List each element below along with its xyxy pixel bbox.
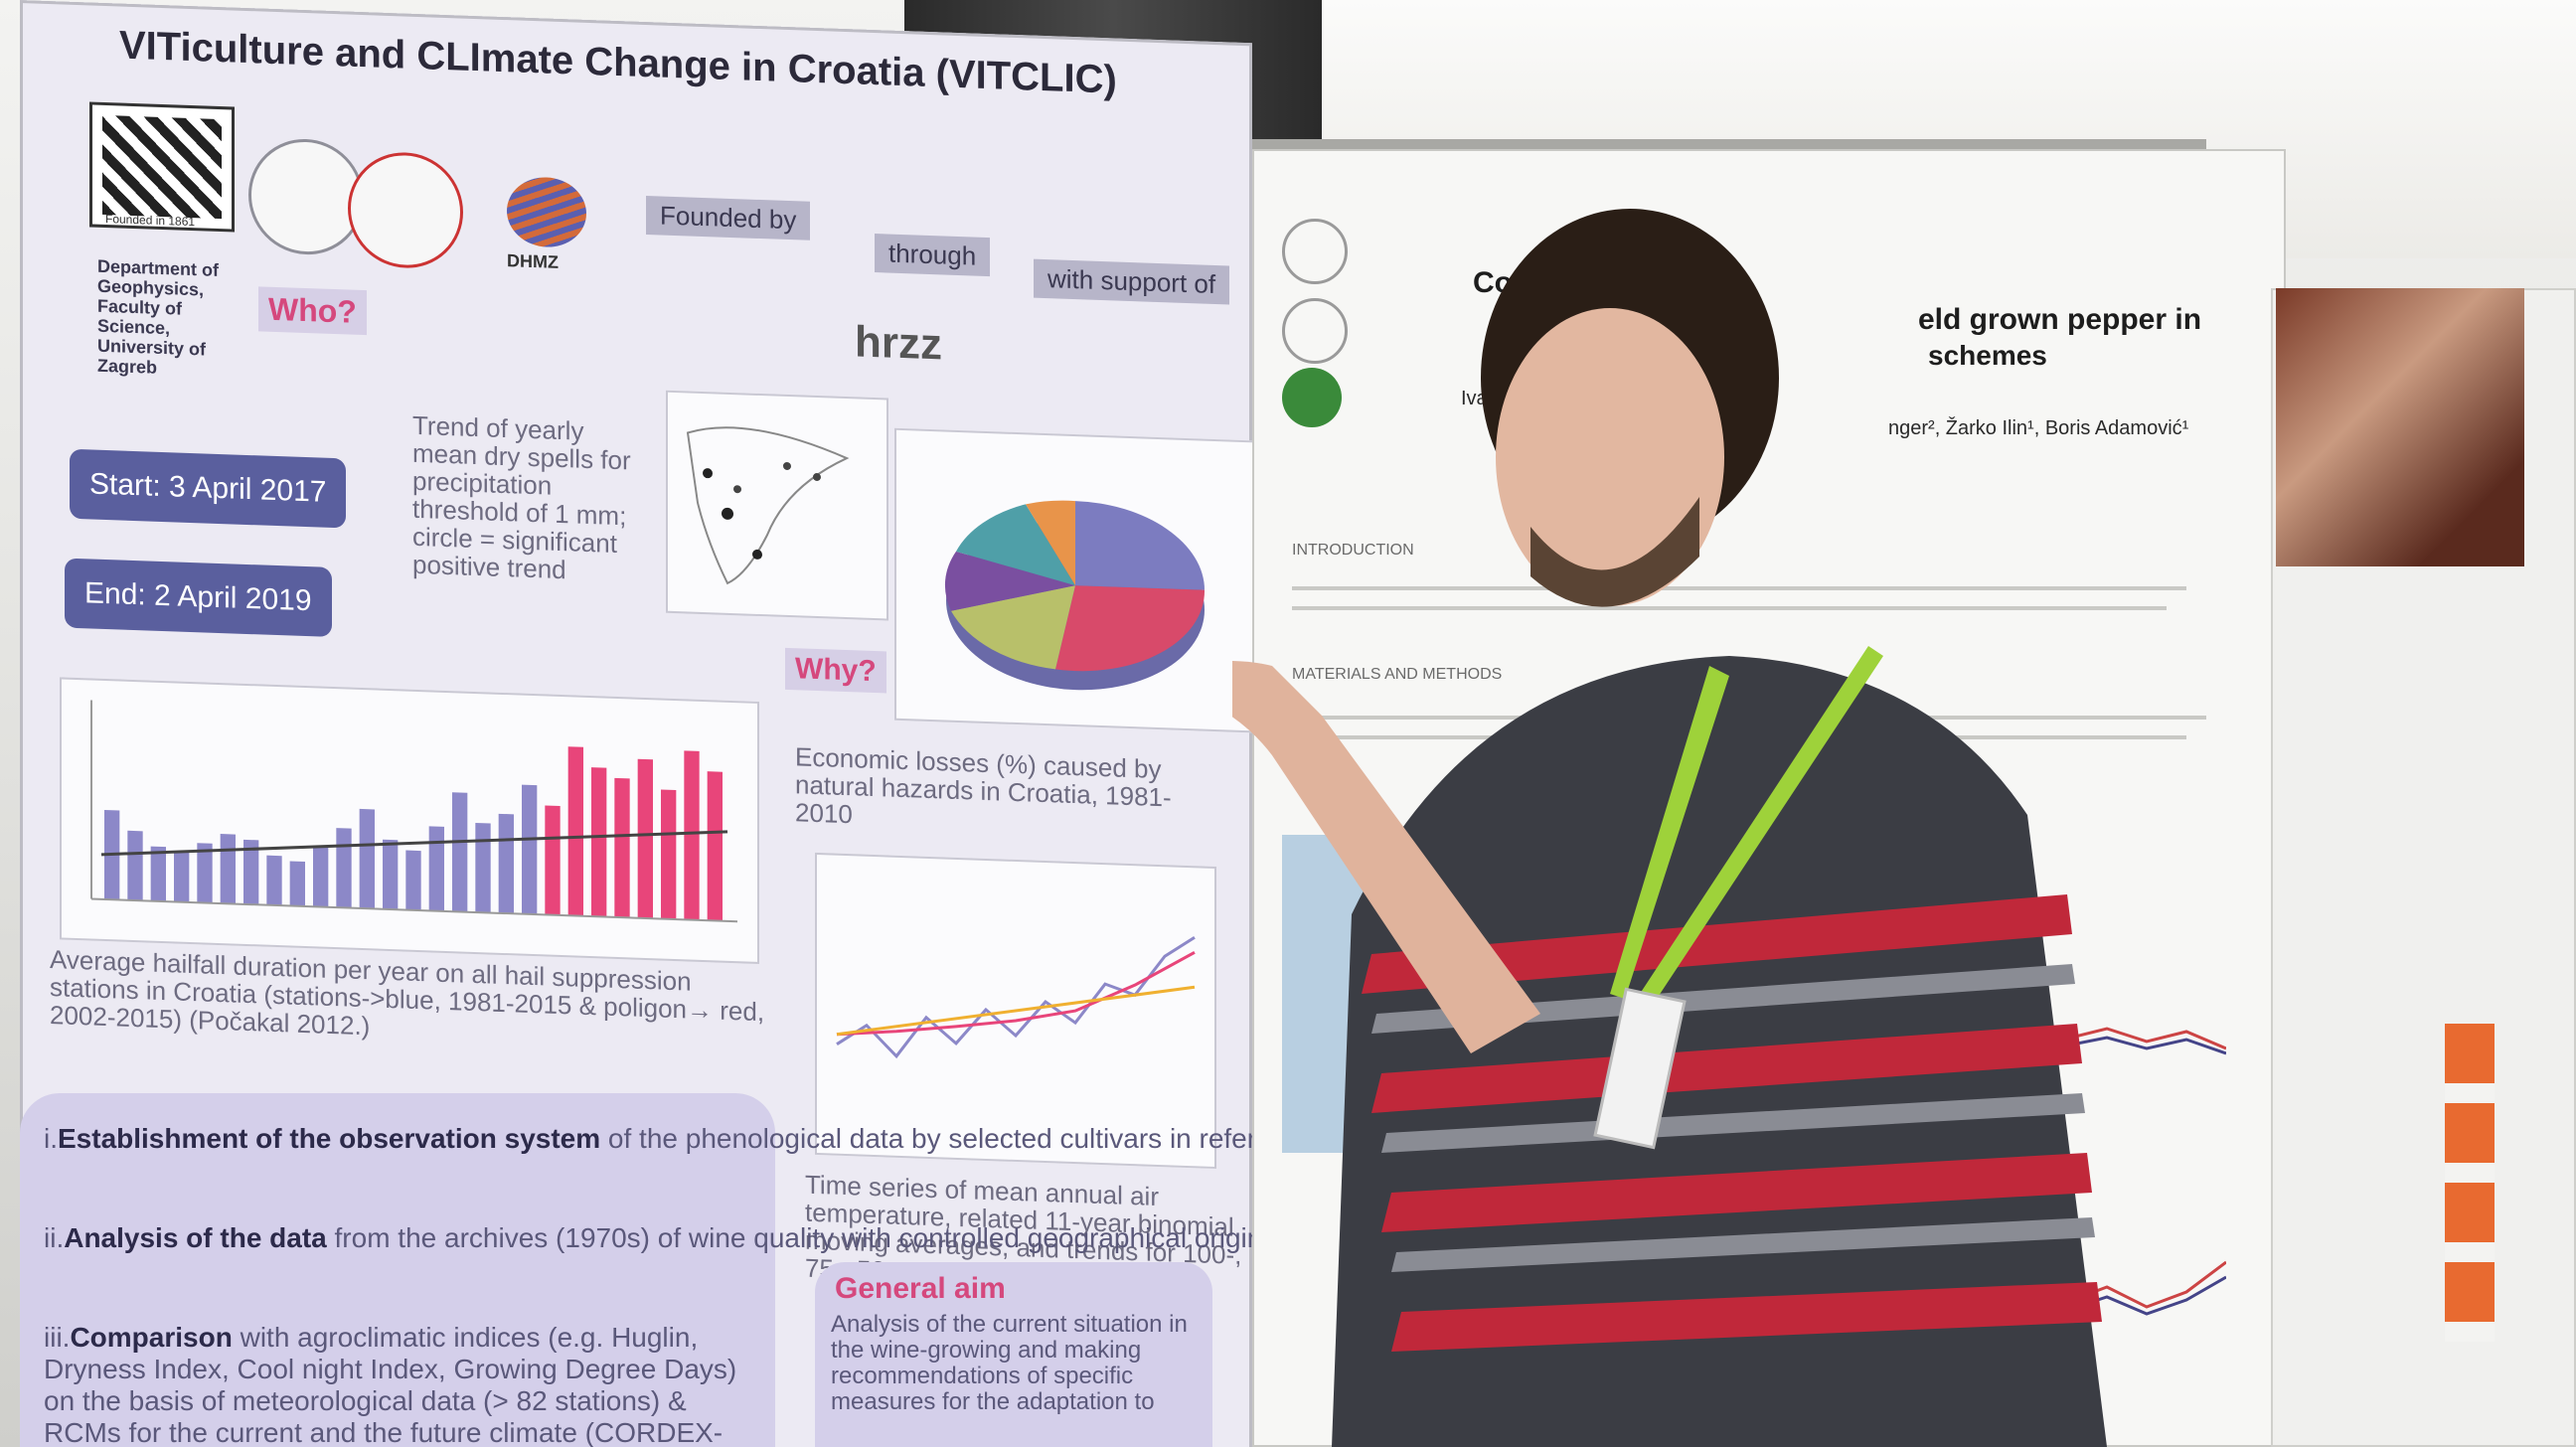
pie-slice-other [1026,500,1075,586]
hail-bar [428,826,444,911]
hail-bar [452,792,468,912]
map-drawing [686,426,850,585]
temperature-chart [836,935,1196,1059]
hail-bar [545,805,561,915]
right-poster-logo [1282,298,1348,364]
right-poster-section-methods: MATERIALS AND METHODS [1292,666,1503,683]
hail-bar [383,839,399,910]
hail-bar [174,852,190,902]
far-right-poster-orange-blocks [2445,1024,2495,1342]
hail-bar [197,843,213,903]
right-poster-logo [1282,368,1342,427]
poster-title: VITiculture and CLImate Change in Croati… [119,23,1117,102]
general-aim-title: General aim [835,1272,1006,1305]
hail-bar [289,861,306,907]
end-date-pill: End: 2 April 2019 [65,558,332,637]
pie-slice-storm [1075,501,1205,590]
lanyard [1610,666,1729,999]
trend-line [100,830,728,857]
hail-bar [475,823,491,913]
pie-slice-frost [956,504,1075,586]
dhmz-text: DHMZ [507,250,559,272]
pie-chart-panel [894,427,1256,733]
economic-caption: Economic losses (%) caused by natural ha… [795,741,1172,830]
presenter-beard [1530,497,1699,607]
hail-bar [150,846,166,902]
hail-bar [359,808,375,909]
objective-number: iii. [44,1322,71,1353]
institute-seal [348,150,463,270]
objective-number: i. [44,1123,58,1154]
hail-bar [313,847,329,907]
objective-text: from the archives (1970s) of wine qualit… [326,1222,1263,1253]
objective-item-3: iii.Comparison with agroclimatic indices… [44,1322,759,1447]
general-aim-box: General aim Analysis of the current situ… [815,1262,1212,1447]
objective-item-2: ii.Analysis of the data from the archive… [44,1222,1262,1254]
pie-chart [944,500,1206,691]
right-poster-logo [1282,219,1348,284]
left-poster: VITiculture and CLImate Change in Croati… [20,0,1256,1447]
right-poster-text-line [1292,606,2167,610]
hail-bar [127,830,143,901]
temperature-chart-panel [815,852,1216,1170]
hail-bar [707,771,724,921]
presenter [1232,209,2107,1447]
hrzz-logo: hrzz [855,317,942,370]
hail-bar-chart [90,700,737,923]
right-poster-section-intro: INTRODUCTION [1292,542,1414,559]
right-poster-author-right: nger², Žarko Ilin¹, Boris Adamović¹ [1888,417,2189,439]
right-poster-subtitle: schemes [1928,340,2047,371]
founded-by-chip: Founded by [646,196,811,241]
dry-spell-caption: Trend of yearly mean dry spells for prec… [412,409,631,585]
start-date-pill: Start: 3 April 2017 [70,448,347,529]
right-poster-title-right: eld grown pepper in [1918,303,2202,336]
through-chip: through [875,234,991,277]
hail-bar [684,750,700,920]
hail-bar [220,834,237,904]
objectives-list: i.Establishment of the observation syste… [20,1093,1443,1447]
presenter-arm-hand [1232,661,1540,1053]
objective-bold: Establishment of the observation system [58,1123,601,1154]
hail-bar [336,828,352,908]
pie-slice-flood [944,551,1075,611]
hail-bar [637,758,654,919]
faculty-seal [248,137,364,257]
hail-bar [567,746,583,916]
hail-bar [522,784,538,915]
hail-bar [591,767,607,917]
pie-slice-hail [951,585,1075,670]
objective-number: ii. [44,1222,65,1253]
hail-bar [661,789,677,920]
presenter-face [1496,308,1724,606]
support-chip: with support of [1034,258,1230,305]
sweater-stripes [1362,894,2102,1352]
lanyard [1640,646,1883,1002]
hail-bar [243,839,259,905]
right-poster-text-line [1292,586,2186,590]
objective-bold: Comparison [70,1322,233,1353]
croatia-map [666,390,888,621]
pie-slice-drought [1055,585,1206,672]
who-label: Who? [258,286,367,336]
hail-bar [614,777,630,918]
logo-stripes [102,114,222,220]
general-aim-text: Analysis of the current situation in the… [831,1311,1188,1415]
far-right-poster-photo [2276,288,2524,566]
objective-bold: Analysis of the data [64,1222,327,1253]
hail-bar [498,813,514,914]
hail-bar [266,855,282,906]
name-badge [1593,987,1687,1150]
hail-bar [405,850,421,911]
why-label: Why? [785,647,886,694]
dhmz-logo [507,176,586,248]
hail-bar-chart-panel [60,677,759,964]
department-text: Department of Geophysics, Faculty of Sci… [97,255,220,378]
objective-text: with agroclimatic indices (e.g. Huglin, … [44,1322,737,1447]
